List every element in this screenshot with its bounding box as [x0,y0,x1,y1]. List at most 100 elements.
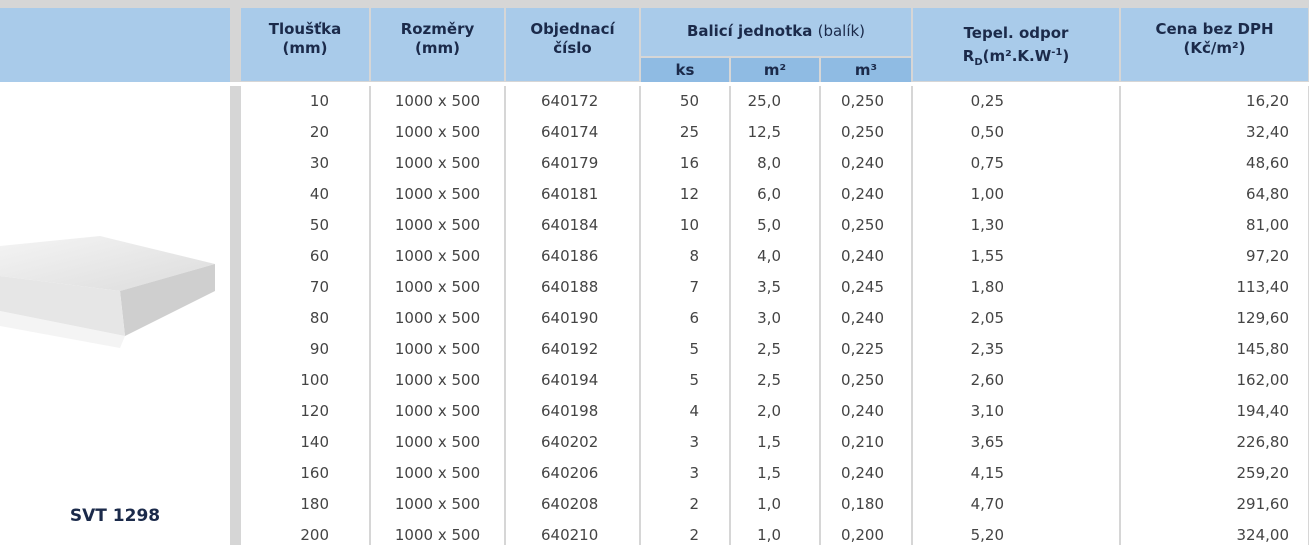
header-text: Balicí jednotka [687,22,812,40]
table-cell: 8,0 [731,148,819,179]
table-cell: 1,30 [913,210,1119,241]
table-cell: 25 [641,117,729,148]
table-cell: 0,240 [821,179,911,210]
table-cell: 1000 x 500 [371,334,504,365]
table-cell: 640181 [506,179,639,210]
table-cell: 2,0 [731,396,819,427]
table-cell: 640202 [506,427,639,458]
table-cell: 4,0 [731,241,819,272]
table-cell: 640210 [506,520,639,545]
table-cell: 12 [641,179,729,210]
table-cell: 640198 [506,396,639,427]
header-cell: Balicí jednotka (balík) [641,8,911,56]
table-cell: 640206 [506,458,639,489]
table-cell: 5 [641,334,729,365]
table-cell: 6,0 [731,179,819,210]
table-cell: 1,5 [731,427,819,458]
table-cell: 12,5 [731,117,819,148]
table-cell: 640194 [506,365,639,396]
table-cell: 1,00 [913,179,1119,210]
table-cell: 200 [241,520,369,545]
header-text: ks [676,61,695,79]
header-text: (balík) [818,22,865,40]
table-cell: 1,80 [913,272,1119,303]
header-text: -1 [1051,47,1062,58]
table-cell: 80 [241,303,369,334]
table-cell: 6 [641,303,729,334]
page: SVT 1298 Tloušťka(mm)Rozměry(mm)Objednac… [0,0,1309,545]
table-cell: 0,250 [821,86,911,117]
table-cell: 640172 [506,86,639,117]
table-cell: 1000 x 500 [371,241,504,272]
table-cell: 2,60 [913,365,1119,396]
table-cell: 4 [641,396,729,427]
header-text: (mm) [371,39,504,58]
table-cell: 0,225 [821,334,911,365]
table-cell: 640186 [506,241,639,272]
table-cell: 1000 x 500 [371,520,504,545]
header-text: Cena bez DPH [1121,20,1308,39]
table-cell: 0,250 [821,210,911,241]
table-cell: 2 [641,520,729,545]
table-cell: 100 [241,365,369,396]
table-cell: 16,20 [1121,86,1308,117]
table-cell: 8 [641,241,729,272]
table-cell: 81,00 [1121,210,1308,241]
table-cell: 2,5 [731,365,819,396]
table-cell: 1000 x 500 [371,427,504,458]
table-cell: 145,80 [1121,334,1308,365]
table-cell: 640192 [506,334,639,365]
table-cell: 0,250 [821,117,911,148]
table-cell: 1,0 [731,520,819,545]
table-cell: 113,40 [1121,272,1308,303]
table-cell: 1000 x 500 [371,148,504,179]
header-text: ) [1062,47,1069,65]
header-blank [0,8,230,82]
table-cell: 97,20 [1121,241,1308,272]
product-label: SVT 1298 [0,506,230,526]
table-cell: 0,180 [821,489,911,520]
table-cell: 1000 x 500 [371,489,504,520]
table-cell: 3,65 [913,427,1119,458]
table-cell: 70 [241,272,369,303]
table-cell: 0,240 [821,458,911,489]
table-cell: 194,40 [1121,396,1308,427]
table-cell: 5,0 [731,210,819,241]
header-text: (mm) [241,39,369,58]
table-cell: 5,20 [913,520,1119,545]
table-cell: 3 [641,427,729,458]
table-cell: 0,245 [821,272,911,303]
table-cell: 0,240 [821,303,911,334]
header-text: (Kč/m²) [1121,39,1308,58]
table-cell: 129,60 [1121,303,1308,334]
header-subcell: ks [641,58,729,82]
table-cell: 4,15 [913,458,1119,489]
table-cell: 25,0 [731,86,819,117]
table-cell: 16 [641,148,729,179]
table-cell: 1000 x 500 [371,303,504,334]
table-cell: 140 [241,427,369,458]
table-cell: 20 [241,117,369,148]
table-cell: 5 [641,365,729,396]
table-cell: 0,240 [821,148,911,179]
table-cell: 50 [641,86,729,117]
table-cell: 10 [641,210,729,241]
table-cell: 3,5 [731,272,819,303]
header-text: m² [764,61,786,79]
table-cell: 3,10 [913,396,1119,427]
header-text: Tloušťka [241,20,369,39]
table-cell: 48,60 [1121,148,1308,179]
table-cell: 640208 [506,489,639,520]
header-text: m³ [855,61,877,79]
header-text: Objednací [506,20,639,39]
table-cell: 0,75 [913,148,1119,179]
table-cell: 3 [641,458,729,489]
table-cell: 1,0 [731,489,819,520]
table-cell: 0,200 [821,520,911,545]
table-cell: 291,60 [1121,489,1308,520]
header-cell: Rozměry(mm) [371,8,504,81]
table-cell: 4,70 [913,489,1119,520]
table-cell: 1000 x 500 [371,117,504,148]
